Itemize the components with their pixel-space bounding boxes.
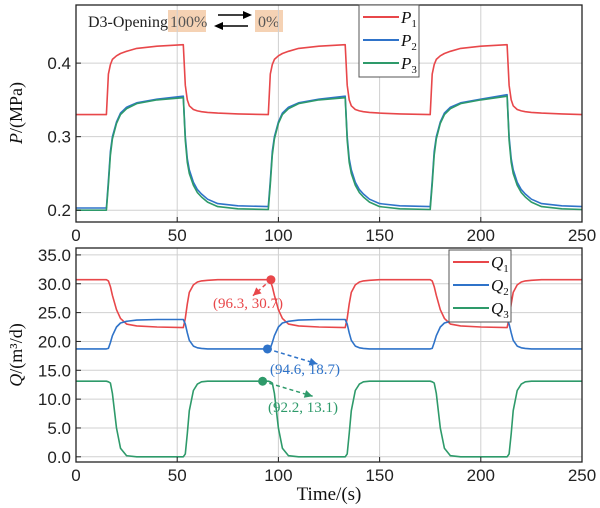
y-tick-label: 25.0 — [38, 304, 71, 323]
x-tick-label: 250 — [568, 466, 596, 485]
x-tick-label: 0 — [71, 466, 80, 485]
highlight-0 — [255, 10, 283, 32]
x-tick-label: 100 — [264, 226, 292, 245]
annotation-point — [258, 376, 268, 386]
annotation-arrowhead — [308, 357, 318, 366]
y-tick-label: 30.0 — [38, 275, 71, 294]
switch-arrows-icon — [214, 11, 252, 30]
x-axis-title: Time/(s) — [297, 484, 362, 505]
x-tick-label: 250 — [568, 226, 596, 245]
annotation-arrow — [262, 380, 313, 397]
annotation-label: (94.6, 18.7) — [270, 362, 340, 378]
annotation-label: D3-Opening — [88, 14, 168, 31]
annotation-point — [266, 275, 276, 285]
y-tick-label: 10.0 — [38, 390, 71, 409]
annotation-arrowhead — [252, 287, 262, 296]
y-tick-label: 0.3 — [47, 128, 71, 147]
series-line-q3 — [76, 380, 582, 458]
y-tick-label: 0.2 — [47, 201, 71, 220]
series-line-p2 — [76, 93, 583, 209]
x-tick-label: 50 — [168, 466, 187, 485]
x-tick-label: 100 — [264, 466, 292, 485]
annotation-label: (92.2, 13.1) — [268, 400, 338, 416]
bottom-panel: 0 50 100 150 200 250 0.0 5.0 10.0 15.0 20.0 25.0 30.… — [38, 246, 596, 485]
series-line-p1 — [76, 43, 583, 116]
annotation-arrow — [267, 348, 318, 365]
y-tick-label: 15.0 — [38, 361, 71, 380]
annotation-label: (96.3, 30.7) — [213, 296, 283, 312]
series-line-q2 — [76, 318, 582, 350]
series-line-p3 — [76, 95, 583, 211]
bottom-y-axis-title: Q/(m³/d) — [6, 323, 27, 386]
x-tick-label: 200 — [467, 466, 495, 485]
y-tick-label: 35.0 — [38, 246, 71, 265]
y-tick-label: 5.0 — [47, 419, 71, 438]
y-tick-label: 20.0 — [38, 332, 71, 351]
annotation-point — [262, 344, 272, 354]
x-tick-label: 50 — [168, 226, 187, 245]
axes-frame — [75, 247, 583, 463]
y-tick-label: 0.4 — [47, 54, 71, 73]
top-y-axis-title: P/(MPa) — [6, 82, 27, 145]
series-line-q1 — [76, 278, 582, 329]
annotation-arrowhead — [303, 390, 313, 398]
axes-frame — [75, 4, 583, 223]
x-tick-label: 150 — [365, 466, 393, 485]
y-tick-label: 0.0 — [47, 448, 71, 467]
d3-opening-annotation: D3-Opening 100% 0% — [88, 10, 283, 32]
annotation-to: 0% — [258, 14, 279, 31]
x-tick-label: 0 — [71, 226, 80, 245]
annotation-from: 100% — [170, 14, 207, 31]
x-tick-label: 150 — [365, 226, 393, 245]
x-tick-label: 200 — [467, 226, 495, 245]
